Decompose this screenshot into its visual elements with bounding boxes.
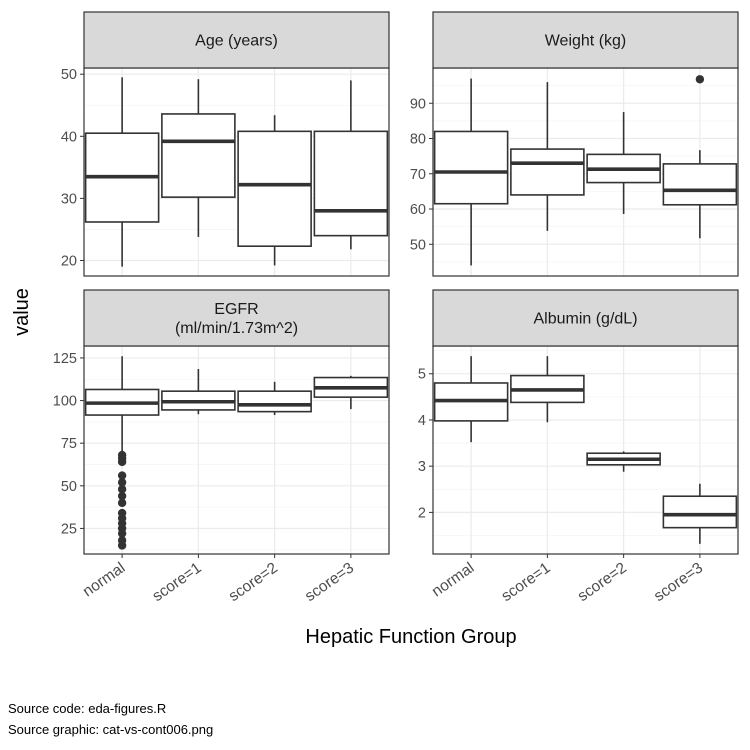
y-tick-label: 20: [61, 253, 77, 269]
panel-age-years: 20 30 40 50 Age (years): [61, 11, 390, 277]
box-score-3: [313, 375, 389, 410]
y-tick-label: 3: [418, 459, 426, 475]
y-tick-label: 70: [410, 167, 426, 183]
x-tick-label: score=2: [226, 559, 281, 605]
y-tick-label: 50: [410, 237, 426, 253]
strip-title: Weight (kg): [545, 33, 627, 50]
caption-source-graphic: Source graphic: cat-vs-cont006.png: [8, 722, 214, 737]
iqr-box: [161, 113, 236, 198]
y-tick-label: 80: [410, 132, 426, 148]
box-score-2: [237, 381, 312, 416]
y-tick-label: 75: [61, 436, 77, 452]
box-normal: [433, 78, 509, 266]
x-tick-label: normal: [429, 559, 478, 600]
strip-background: [432, 289, 739, 347]
outlier-point: [117, 450, 127, 460]
outlier-point: [117, 536, 127, 545]
x-tick-label: score=3: [651, 559, 706, 605]
box-score-3: [662, 483, 738, 544]
x-tick-label: normal: [80, 559, 129, 600]
y-tick-label: 30: [61, 191, 77, 207]
outlier-point: [117, 491, 127, 501]
outlier-point: [117, 508, 127, 518]
y-tick-label: 25: [61, 521, 77, 537]
y-tick-label: 60: [410, 202, 426, 218]
x-tick-label: score=1: [149, 559, 204, 605]
box-score-3: [662, 75, 738, 239]
box-normal: [433, 356, 509, 443]
box-score-1: [510, 82, 585, 231]
y-tick-label: 5: [418, 367, 426, 383]
outlier-point: [117, 478, 127, 487]
box-normal: [84, 77, 160, 267]
iqr-box: [433, 130, 509, 205]
outlier-point: [117, 471, 127, 480]
box-score-3: [313, 80, 389, 250]
y-tick-label: 50: [61, 67, 77, 83]
iqr-box: [313, 130, 389, 237]
iqr-box: [237, 130, 312, 247]
y-axis-title: value: [11, 288, 33, 336]
iqr-box: [662, 163, 738, 206]
y-tick-label: 50: [61, 479, 77, 495]
box-score-2: [586, 451, 661, 472]
strip-background: [83, 11, 390, 69]
x-axis-title: Hepatic Function Group: [305, 626, 516, 648]
strip-title: Albumin (g/dL): [533, 311, 637, 328]
iqr-box: [237, 390, 312, 413]
box-normal: [84, 356, 160, 550]
iqr-box: [662, 495, 738, 529]
caption-source-code: Source code: eda-figures.R: [8, 701, 167, 716]
panel-albumin-g-dl: 2 3 4 5 Albumin (g/dL) normal score=1 score=2 sc…: [418, 289, 739, 605]
box-score-2: [237, 115, 312, 266]
panel-egfr: 25 50 75 100 125 EGFR (ml/min/1.73m^2) normal sc…: [53, 289, 390, 605]
strip-title: EGFR: [214, 301, 258, 318]
strip-title: (ml/min/1.73m^2): [175, 320, 298, 337]
outlier-point: [695, 75, 705, 84]
outlier-point: [117, 485, 127, 494]
y-tick-label: 100: [53, 394, 77, 410]
outlier-point: [117, 498, 127, 508]
y-tick-label: 2: [418, 505, 426, 521]
panel-weight-kg: 50 60 70 80 90 Weight (kg): [410, 11, 739, 277]
y-tick-label: 40: [61, 129, 77, 145]
y-tick-label: 4: [418, 413, 426, 429]
box-score-2: [586, 112, 661, 214]
y-tick-label: 125: [53, 351, 77, 367]
iqr-box: [510, 148, 585, 196]
x-tick-label: score=3: [302, 559, 357, 605]
x-tick-label: score=2: [575, 559, 630, 605]
strip-title: Age (years): [195, 33, 278, 50]
y-tick-label: 90: [410, 96, 426, 112]
box-score-1: [161, 79, 236, 237]
strip-background: [432, 11, 739, 69]
box-score-1: [510, 356, 585, 423]
box-score-1: [161, 369, 236, 415]
strip-background: [83, 289, 390, 347]
x-tick-label: score=1: [498, 559, 553, 605]
